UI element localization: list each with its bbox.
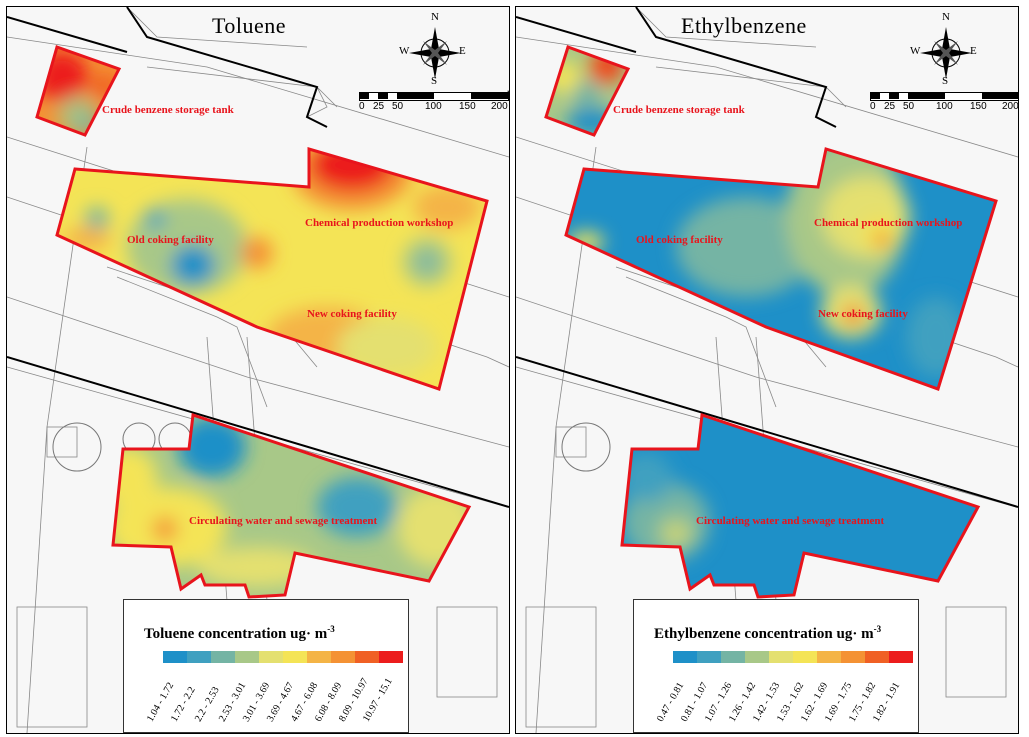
zone-label-chemical-production: Chemical production workshop — [305, 217, 454, 229]
legend-swatch — [889, 651, 913, 663]
compass-west-label: W — [910, 45, 921, 57]
toluene-map-panel: Toluene N S E W 0 25 50 100 — [6, 6, 510, 734]
zone-label-chemical-production: Chemical production workshop — [814, 217, 963, 229]
legend-swatch — [307, 651, 331, 663]
scale-unit: m — [507, 88, 509, 99]
scale-tick: 200 — [1002, 101, 1019, 112]
zone-label-new-coking: New coking facility — [818, 308, 908, 320]
compass-north-label: N — [431, 11, 439, 23]
legend-swatch — [379, 651, 403, 663]
scale-bar: 0 25 50 100 150 200 m — [359, 88, 509, 120]
scale-tick: 150 — [970, 101, 987, 112]
legend-swatch — [841, 651, 865, 663]
ethylbenzene-map-panel: Ethylbenzene N S E W 0 25 50 — [515, 6, 1019, 734]
compass-rose: N S E W — [399, 11, 466, 89]
scale-tick: 200 — [491, 101, 508, 112]
legend-swatch — [259, 651, 283, 663]
scale-bar: 0 25 50 100 150 200 m — [870, 92, 1019, 120]
zone-label-circulating-water: Circulating water and sewage treatment — [696, 515, 885, 527]
scale-tick: 50 — [903, 101, 915, 112]
legend-title: Toluene concentration ug· m-3 — [144, 624, 335, 642]
legend-title: Ethylbenzene concentration ug· m-3 — [654, 624, 882, 642]
compass-rose: N S E W — [910, 11, 977, 89]
basemap-boundary — [7, 7, 509, 508]
legend-swatch — [211, 651, 235, 663]
scale-unit: m — [1018, 88, 1019, 99]
compass-west-label: W — [399, 45, 410, 57]
zone-label-old-coking: Old coking facility — [127, 234, 214, 246]
legend-swatch — [673, 651, 697, 663]
legend: Toluene concentration ug· m-3 1.04 - 1.7… — [123, 599, 409, 733]
compass-east-label: E — [970, 45, 977, 57]
legend-swatch — [865, 651, 889, 663]
legend: Ethylbenzene concentration ug· m-3 0.47 … — [633, 599, 919, 733]
legend-swatch — [235, 651, 259, 663]
scale-tick: 150 — [459, 101, 476, 112]
panel-title: Ethylbenzene — [681, 13, 807, 38]
legend-swatch — [721, 651, 745, 663]
basemap-boundary — [516, 7, 1018, 508]
zone-label-circulating-water: Circulating water and sewage treatment — [189, 515, 378, 527]
toluene-map-canvas — [7, 7, 509, 733]
compass-south-label: S — [431, 75, 438, 87]
legend-swatch — [817, 651, 841, 663]
compass-south-label: S — [942, 75, 949, 87]
legend-swatch — [163, 651, 187, 663]
scale-tick: 100 — [425, 101, 442, 112]
zone-label-new-coking: New coking facility — [307, 308, 397, 320]
scale-tick: 100 — [936, 101, 953, 112]
scale-tick: 25 — [373, 101, 385, 112]
legend-swatch — [697, 651, 721, 663]
scale-bar-outline — [359, 92, 509, 101]
compass-rose-icon — [920, 27, 972, 79]
scale-tick: 25 — [884, 101, 896, 112]
ethylbenzene-map-canvas — [516, 7, 1018, 733]
legend-swatches — [163, 651, 403, 663]
compass-north-label: N — [942, 11, 950, 23]
legend-swatch — [331, 651, 355, 663]
legend-swatch — [187, 651, 211, 663]
legend-swatch — [793, 651, 817, 663]
legend-swatch — [769, 651, 793, 663]
compass-east-label: E — [459, 45, 466, 57]
compass-rose-icon — [409, 27, 461, 79]
zone-label-old-coking: Old coking facility — [636, 234, 723, 246]
zone-label-crude-benzene: Crude benzene storage tank — [102, 104, 234, 116]
legend-swatch — [355, 651, 379, 663]
zone-label-crude-benzene: Crude benzene storage tank — [613, 104, 745, 116]
scale-tick: 0 — [870, 101, 876, 112]
panel-title: Toluene — [212, 13, 287, 38]
legend-swatch — [283, 651, 307, 663]
legend-swatches — [673, 651, 913, 663]
scale-tick: 50 — [392, 101, 404, 112]
legend-swatch — [745, 651, 769, 663]
scale-tick: 0 — [359, 101, 365, 112]
